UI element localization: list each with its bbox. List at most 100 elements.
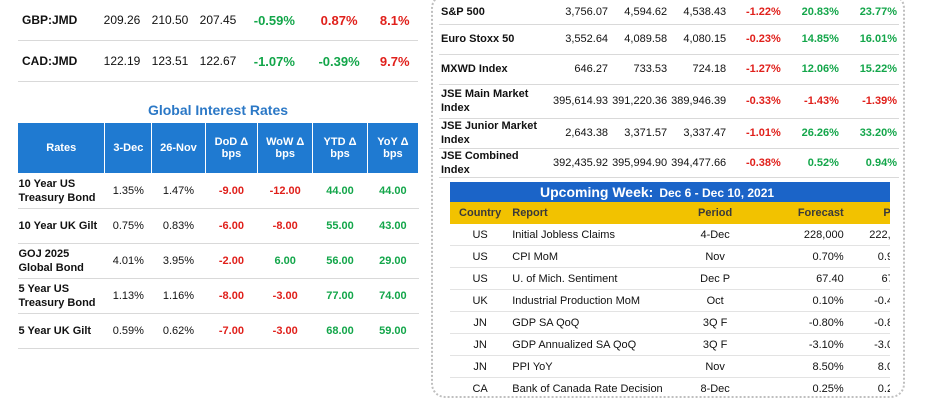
interest-row: 5 Year US Treasury Bond 1.13% 1.16% -8.00 -3… — [17, 278, 419, 314]
week-prior: -0.80% — [847, 311, 890, 334]
index-name: Euro Stoxx 50 — [439, 24, 551, 55]
upcoming-week-header-row: CountryReportPeriodForecastPrior — [450, 202, 890, 224]
interest-header-cell: 3-Dec — [104, 122, 153, 174]
index-value: 4,538.43 — [669, 0, 729, 25]
interest-change-bps: 44.00 — [367, 173, 419, 209]
index-name: S&P 500 — [439, 0, 551, 25]
index-change-value: -1.43% — [782, 84, 841, 119]
interest-rate-current: 1.35% — [104, 173, 152, 209]
week-prior: -3.00% — [847, 333, 890, 356]
index-row: MXWD Index 646.27 733.53 724.18 -1.27% 12.06%… — [439, 54, 899, 85]
week-report: U. of Mich. Sentiment — [510, 267, 674, 290]
index-value: 391,220.36 — [610, 84, 670, 119]
index-value: 2,643.38 — [551, 118, 611, 149]
week-report: GDP Annualized SA QoQ — [510, 333, 674, 356]
fx-rate-value: 123.51 — [146, 40, 194, 82]
index-change-value: 0.94% — [840, 148, 899, 178]
fx-change-value: -0.39% — [306, 40, 372, 82]
interest-change-bps: 74.00 — [367, 278, 419, 314]
interest-change-bps: 44.00 — [312, 173, 368, 209]
index-value: 3,552.64 — [551, 24, 611, 55]
interest-change-bps: 6.00 — [257, 243, 313, 279]
index-change-value: 33.20% — [840, 118, 899, 149]
interest-change-bps: -12.00 — [257, 173, 313, 209]
index-change-value: -1.01% — [728, 118, 783, 149]
upcoming-week-dates: Dec 6 - Dec 10, 2021 — [659, 186, 775, 200]
index-name: JSE Junior Market Index — [439, 118, 551, 149]
upcoming-week-panel: Upcoming Week: Dec 6 - Dec 10, 2021 Count… — [450, 182, 890, 392]
index-row: S&P 500 3,756.07 4,594.62 4,538.43 -1.22% 20.… — [439, 0, 899, 25]
week-period: Oct — [673, 289, 757, 312]
interest-rate-previous: 0.83% — [151, 208, 206, 244]
interest-change-bps: 55.00 — [312, 208, 368, 244]
index-value: 395,994.90 — [610, 148, 670, 178]
interest-rate-name: 5 Year US Treasury Bond — [17, 278, 105, 314]
week-forecast: 0.10% — [756, 289, 848, 312]
interest-header-cell: 26-Nov — [151, 122, 206, 174]
fx-change-value: 0.87% — [306, 0, 372, 41]
week-header-cell: Period — [673, 202, 757, 224]
interest-header-cell: YoY Δ bps — [366, 122, 420, 174]
week-event-row: CA Bank of Canada Rate Decision 8-Dec 0.25%… — [450, 377, 890, 392]
upcoming-week-title: Upcoming Week: Dec 6 - Dec 10, 2021 — [450, 182, 890, 202]
index-value: 395,614.93 — [551, 84, 611, 119]
interest-change-bps: -2.00 — [205, 243, 258, 279]
index-change-value: 12.06% — [782, 54, 841, 85]
interest-change-bps: 43.00 — [367, 208, 419, 244]
fx-row: GBP:JMD 209.26 210.50 207.45 -0.59% 0.87% 8.1% — [18, 0, 418, 41]
week-period: 8-Dec — [673, 377, 757, 392]
index-value: 733.53 — [610, 54, 670, 85]
interest-change-bps: 56.00 — [312, 243, 368, 279]
interest-change-bps: -6.00 — [205, 208, 258, 244]
fx-change-value: -0.59% — [242, 0, 307, 41]
index-name: MXWD Index — [439, 54, 551, 85]
week-prior: 0.25% — [847, 377, 890, 392]
interest-rate-name: 10 Year US Treasury Bond — [17, 173, 105, 209]
week-report: Bank of Canada Rate Decision — [510, 377, 674, 392]
week-period: Nov — [673, 245, 757, 268]
index-change-value: 20.83% — [782, 0, 841, 25]
interest-rates-header-row: Rates 3-Dec 26-Nov DoD Δ bps WoW Δ bps YTD Δ … — [16, 122, 420, 174]
index-value: 392,435.92 — [551, 148, 611, 178]
week-report: Initial Jobless Claims — [510, 224, 674, 246]
interest-header-cell: Rates — [16, 122, 106, 174]
fx-rate-value: 210.50 — [146, 0, 194, 41]
index-change-value: -1.22% — [728, 0, 783, 25]
index-change-value: 23.77% — [840, 0, 899, 25]
week-forecast: 0.70% — [756, 245, 848, 268]
interest-rate-current: 0.75% — [104, 208, 152, 244]
week-forecast: 0.25% — [756, 377, 848, 392]
week-forecast: -3.10% — [756, 333, 848, 356]
interest-rates-title: Global Interest Rates — [147, 102, 289, 118]
interest-header-cell: DoD Δ bps — [204, 122, 259, 174]
index-value: 3,371.57 — [610, 118, 670, 149]
index-row: JSE Combined Index 392,435.92 395,994.90 39… — [439, 148, 899, 178]
week-period: Nov — [673, 355, 757, 378]
index-change-value: -1.27% — [728, 54, 783, 85]
index-change-value: -0.38% — [728, 148, 783, 178]
interest-row: 5 Year UK Gilt 0.59% 0.62% -7.00 -3.00 68.00 5… — [17, 313, 419, 349]
index-row: Euro Stoxx 50 3,552.64 4,089.58 4,080.15 -0.… — [439, 24, 899, 55]
fx-table: GBP:JMD 209.26 210.50 207.45 -0.59% 0.87% 8.1%… — [18, 0, 418, 82]
index-value: 646.27 — [551, 54, 611, 85]
indices-table: S&P 500 3,756.07 4,594.62 4,538.43 -1.22% 20.… — [439, 0, 899, 178]
interest-row: GOJ 2025 Global Bond 4.01% 3.95% -2.00 6.00 5… — [17, 243, 419, 279]
indices-table-body: S&P 500 3,756.07 4,594.62 4,538.43 -1.22% 20.… — [439, 0, 899, 178]
index-row: JSE Main Market Index 395,614.93 391,220.3… — [439, 84, 899, 119]
interest-header-cell: YTD Δ bps — [312, 122, 368, 174]
interest-change-bps: -3.00 — [257, 278, 313, 314]
week-report: Industrial Production MoM — [510, 289, 674, 312]
fx-rate-value: 209.26 — [98, 0, 146, 41]
interest-rates-body: 10 Year US Treasury Bond 1.35% 1.47% -9.00-… — [17, 173, 419, 349]
index-change-value: 15.22% — [840, 54, 899, 85]
week-header-cell: Report — [510, 202, 674, 224]
upcoming-week-table: CountryReportPeriodForecastPrior USIniti… — [450, 202, 890, 392]
week-report: GDP SA QoQ — [510, 311, 674, 334]
index-value: 3,756.07 — [551, 0, 611, 25]
interest-rate-previous: 3.95% — [151, 243, 206, 279]
interest-rate-name: 10 Year UK Gilt — [17, 208, 105, 244]
